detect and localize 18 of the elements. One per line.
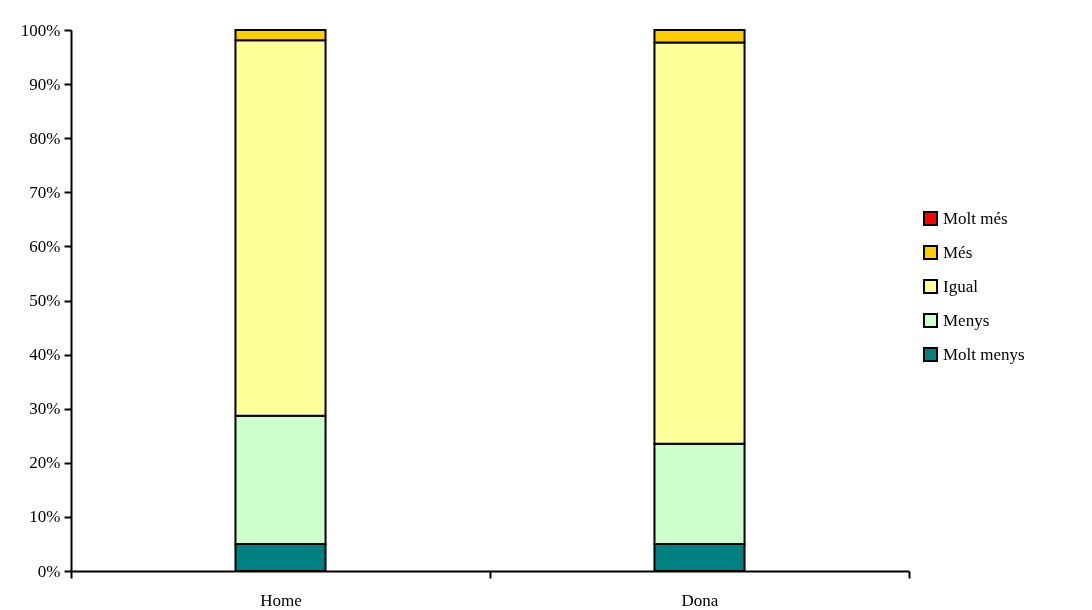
legend-label: Igual: [943, 276, 979, 296]
y-tick-label: 50%: [29, 291, 61, 310]
legend-label: Molt menys: [943, 344, 1025, 364]
y-tick-label: 60%: [29, 236, 61, 256]
legend-label: Més: [943, 242, 973, 262]
legend-label: Menys: [943, 310, 990, 330]
y-tick-label: 20%: [29, 453, 61, 473]
x-tick-label: Dona: [681, 590, 719, 610]
y-tick-label: 10%: [29, 507, 61, 527]
y-tick-label: 0%: [37, 561, 61, 581]
y-tick-label: 80%: [29, 128, 61, 148]
legend-label: Molt més: [943, 208, 1008, 228]
y-tick-label: 70%: [29, 182, 61, 202]
y-tick-label: 90%: [29, 74, 61, 94]
y-tick-label: 40%: [29, 345, 61, 365]
x-tick-label: Home: [260, 590, 302, 610]
y-tick-label: 30%: [29, 399, 61, 419]
y-tick-label: 100%: [20, 20, 61, 40]
